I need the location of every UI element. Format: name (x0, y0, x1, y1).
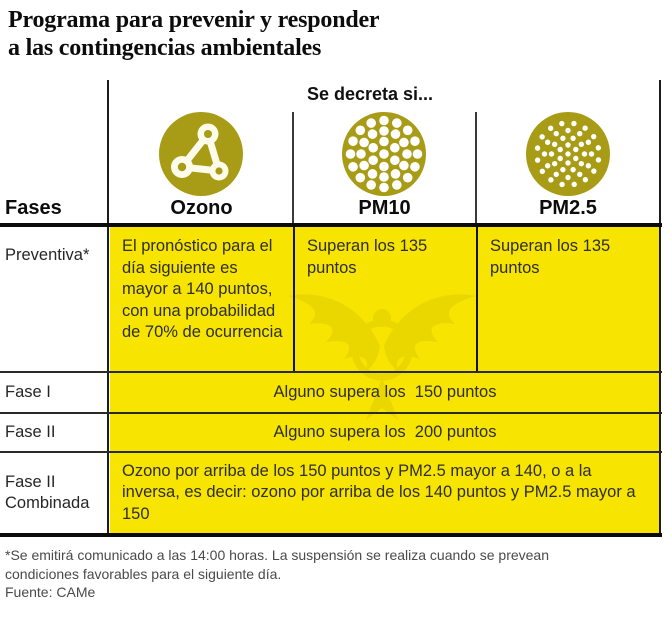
divider-row-1 (0, 371, 662, 373)
row-label-preventiva: Preventiva* (5, 246, 90, 264)
cell-preventiva-pm10: Superan los 135 puntos (295, 227, 476, 371)
divider-table-bottom (0, 533, 662, 537)
row-label-fase-2: Fase II (5, 423, 56, 441)
cell-preventiva-pm25: Superan los 135 puntos (478, 227, 660, 371)
divider-cell-2 (476, 227, 478, 371)
fases-header: Fases (5, 197, 62, 219)
decree-header: Se decreta si... (306, 84, 434, 104)
source-credit: Fuente: CAMe (5, 584, 96, 600)
divider-row-2 (0, 412, 662, 414)
page-title-line-2: a las contingencias ambientales (8, 35, 322, 61)
divider-cell-1 (293, 227, 295, 371)
cell-fase-2-combinada: Ozono por arriba de los 150 puntos y PM2… (110, 453, 660, 533)
page-title: Programa para prevenir y responder a las… (8, 6, 380, 62)
divider-left-column (107, 80, 109, 537)
column-header-pm10: PM10 (358, 197, 411, 219)
row-label-fase-1: Fase I (5, 383, 51, 401)
cell-preventiva-ozono: El pronóstico para el día siguiente es m… (110, 227, 293, 371)
divider-row-3 (0, 451, 662, 453)
column-header-ozono: Ozono (170, 197, 233, 219)
divider-right-edge (659, 80, 661, 537)
cell-fase-2: Alguno supera los 200 puntos (110, 414, 660, 451)
cell-fase-1: Alguno supera los 150 puntos (110, 373, 660, 412)
page-title-line-1: Programa para prevenir y responder (8, 7, 380, 33)
pm10-particles-icon (341, 111, 427, 197)
divider-pm10-pm25 (475, 112, 477, 224)
footnote: *Se emitirá comunicado a las 14:00 horas… (5, 547, 549, 582)
divider-ozono-pm10 (292, 112, 294, 224)
row-label-fase-2-combinada: Fase II Combinada (5, 473, 90, 512)
column-header-pm25: PM2.5 (539, 197, 597, 219)
pm25-particles-icon (525, 111, 611, 197)
ozone-molecule-icon (158, 111, 244, 197)
divider-header-bottom (0, 223, 662, 227)
